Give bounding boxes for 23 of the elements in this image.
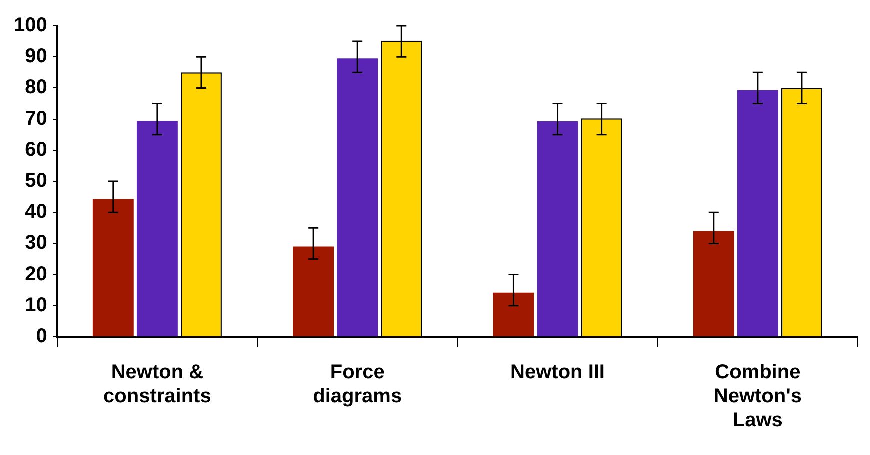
- x-tick-label: Newton III: [510, 362, 605, 384]
- y-tick-label: 20: [25, 263, 48, 286]
- y-tick-label: 80: [25, 76, 48, 99]
- bar: [537, 121, 578, 336]
- y-tick-label: 90: [25, 46, 48, 68]
- y-tick-label: 70: [25, 108, 48, 130]
- y-tick-label: 10: [25, 294, 48, 316]
- y-tick-label: 100: [14, 14, 48, 37]
- bar: [293, 246, 334, 336]
- y-tick-label: 50: [25, 170, 48, 192]
- bar: [493, 292, 534, 336]
- x-tick-label: Force diagrams: [313, 362, 402, 408]
- y-tick-label: 60: [25, 138, 48, 161]
- y-tick-label: 0: [36, 326, 48, 348]
- bar: [337, 58, 378, 336]
- y-tick-label: 40: [25, 201, 48, 224]
- bar: [737, 90, 778, 336]
- x-tick-label: Combine Newton's Laws: [714, 362, 802, 432]
- x-tick-label: Newton & constraints: [104, 362, 212, 408]
- bar: [136, 121, 178, 336]
- bar: [92, 199, 134, 336]
- bar: [693, 231, 734, 336]
- y-tick-label: 30: [25, 232, 48, 254]
